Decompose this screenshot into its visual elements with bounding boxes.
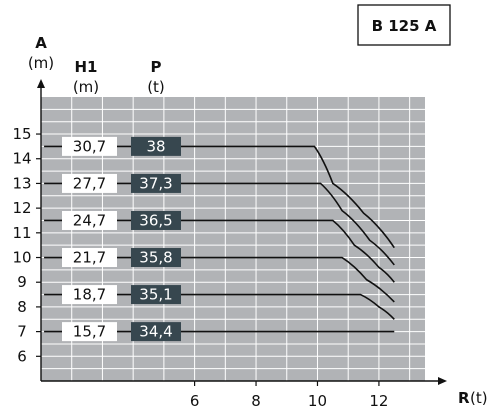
model-label: B 125 A — [372, 17, 437, 35]
p-label-box — [131, 136, 181, 156]
header: B 125 A A (m) H1 (m) P (t) R (t) — [28, 4, 488, 407]
h1-label-box — [62, 248, 117, 268]
y-tick-label: 10 — [12, 249, 31, 267]
series-layer — [44, 145, 395, 333]
p-column-label: P — [151, 58, 162, 76]
p-label: 35,8 — [139, 249, 172, 267]
p-label: 36,5 — [139, 211, 172, 229]
y-tick-label: 15 — [12, 125, 31, 143]
y-axis-label: A — [35, 34, 47, 52]
h1-label-box — [62, 210, 117, 230]
y-tick-label: 8 — [17, 298, 27, 316]
h1-label-box — [62, 285, 117, 305]
h1-label: 21,7 — [73, 249, 106, 267]
h1-label: 18,7 — [73, 286, 106, 304]
series-line — [44, 256, 395, 303]
axes: 6 7 8 9 10 11 12 13 14 15 6 8 10 12 — [12, 79, 447, 409]
p-label: 35,1 — [139, 286, 172, 304]
h1-label: 27,7 — [73, 174, 106, 192]
h1-label: 15,7 — [73, 323, 106, 341]
h1-label: 30,7 — [73, 137, 106, 155]
model-box — [357, 4, 451, 46]
h1-label-box — [62, 173, 117, 193]
h1-label: 24,7 — [73, 211, 106, 229]
h1-label-box — [62, 322, 117, 342]
y-tick-label: 13 — [12, 174, 31, 192]
p-label-box — [131, 210, 181, 230]
x-tick-label: 8 — [251, 392, 261, 409]
p-label: 34,4 — [139, 323, 172, 341]
p-label-box — [131, 322, 181, 342]
y-tick-label: 9 — [17, 273, 27, 291]
series-line — [44, 219, 395, 283]
p-column-unit: (t) — [147, 78, 165, 96]
y-axis-unit: (m) — [28, 54, 54, 72]
h1-column-label: H1 — [75, 58, 98, 76]
y-tick-label: 6 — [17, 347, 27, 365]
labels-layer: 30,7 38 27,7 37,3 24,7 36,5 21,7 35,8 18,7 35,1 15… — [62, 136, 181, 342]
x-axis-arrow — [438, 377, 447, 385]
x-axis-label: R — [458, 389, 470, 407]
series-line — [44, 145, 395, 249]
x-tick-label: 12 — [369, 392, 388, 409]
p-label: 37,3 — [139, 174, 172, 192]
y-tick-label: 14 — [12, 150, 31, 168]
series-line — [44, 182, 395, 266]
y-axis-arrow — [37, 79, 45, 88]
x-tick-label: 10 — [308, 392, 327, 409]
h1-column-unit: (m) — [73, 78, 99, 96]
x-axis-unit: (t) — [470, 389, 488, 407]
y-tick-label: 11 — [12, 224, 31, 242]
y-tick-label: 12 — [12, 199, 31, 217]
y-tick-label: 7 — [17, 323, 27, 341]
h1-label-box — [62, 136, 117, 156]
p-label-box — [131, 173, 181, 193]
series-line — [44, 293, 395, 320]
p-label: 38 — [146, 137, 165, 155]
p-label-box — [131, 248, 181, 268]
x-tick-label: 6 — [190, 392, 200, 409]
p-label-box — [131, 285, 181, 305]
